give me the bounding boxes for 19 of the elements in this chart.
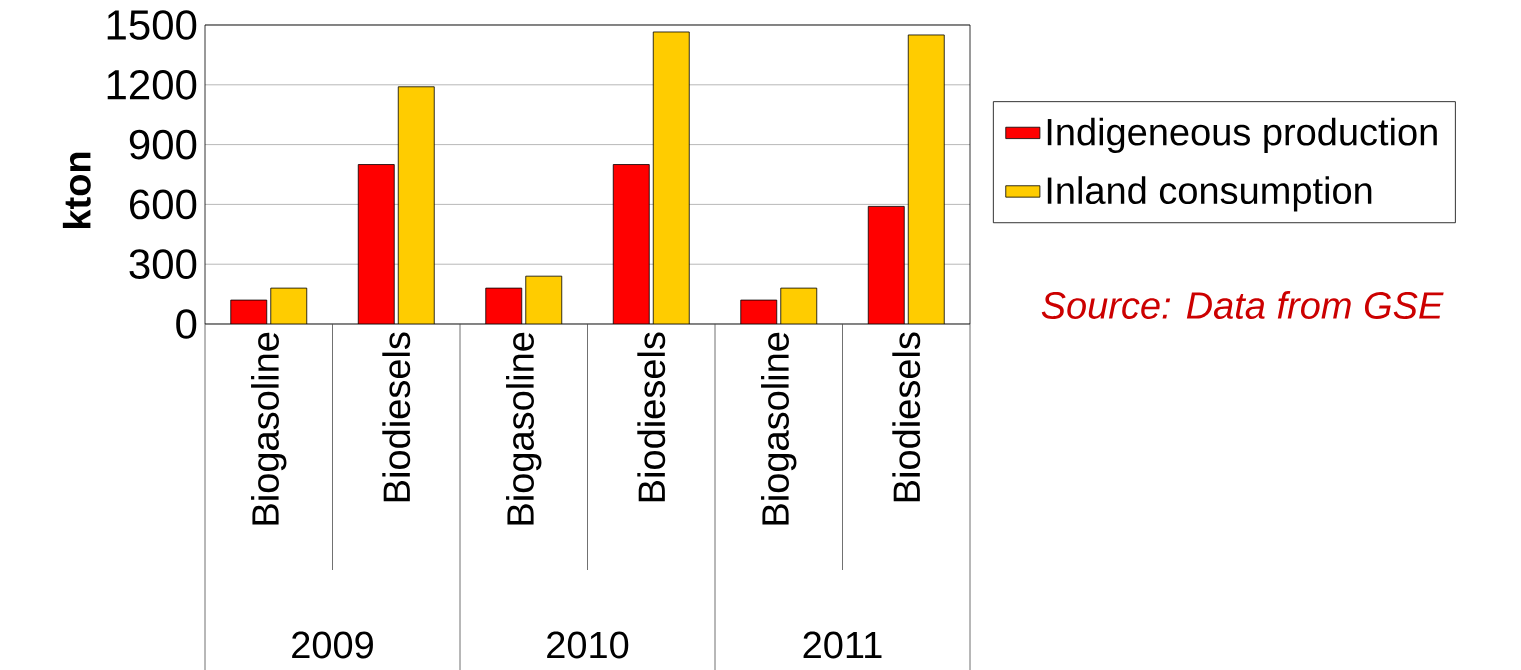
y-tick-label: 300 bbox=[129, 249, 197, 280]
y-tick-label: 900 bbox=[129, 129, 197, 160]
y-tick-label: 1500 bbox=[107, 10, 197, 40]
text: 2010 bbox=[547, 631, 629, 659]
text: 2009 bbox=[292, 631, 373, 659]
x-tick-label: Biogasoline bbox=[251, 332, 287, 525]
text: 2011 bbox=[803, 631, 882, 659]
legend-label: Indigeneous production bbox=[1047, 117, 1437, 154]
legend-label: Inland consumption bbox=[1047, 176, 1372, 212]
y-tick-label: 0 bbox=[176, 309, 197, 339]
x-tick-label: Biodiesels bbox=[382, 332, 411, 502]
source-note: Source: Data from GSE bbox=[1041, 291, 1444, 319]
y-tick-label: 1200 bbox=[107, 69, 197, 100]
y-tick-label: 600 bbox=[129, 189, 197, 220]
y-axis-title: kton bbox=[62, 152, 91, 228]
x-tick-label: Biogasoline bbox=[506, 332, 542, 525]
x-tick-label: Biogasoline bbox=[761, 332, 797, 525]
x-tick-label: Biodiesels bbox=[892, 332, 921, 502]
x-tick-label: Biodiesels bbox=[637, 332, 666, 502]
